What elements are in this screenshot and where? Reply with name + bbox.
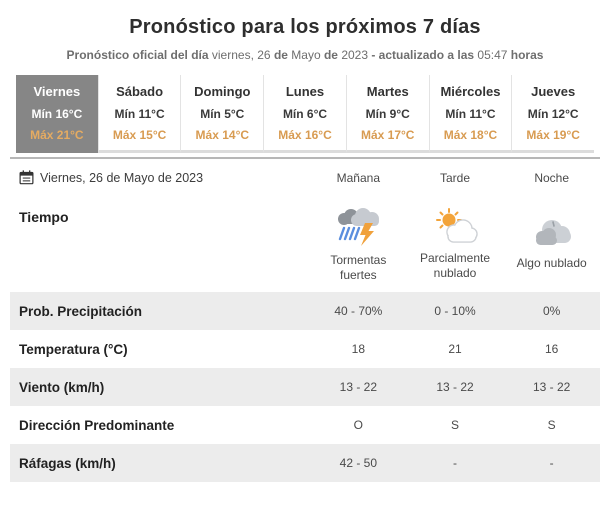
day-tab-sabado[interactable]: Sábado Mín 11°C Máx 15°C <box>97 75 181 153</box>
day-tab-label: Domingo <box>194 84 251 99</box>
weather-caption: Parcialmente nublado <box>419 250 491 280</box>
subtitle-segment: - actualizado a las <box>371 48 478 62</box>
column-header-manana: Mañana <box>336 170 381 185</box>
table-row-temperature: Temperatura (°C) 18 21 16 <box>10 330 600 368</box>
day-tab-lunes[interactable]: Lunes Mín 6°C Máx 16°C <box>263 75 346 153</box>
sun-cloud-icon <box>432 207 478 246</box>
row-value: 0% <box>543 304 561 318</box>
day-tab-min-temp: Mín 16°C <box>31 107 83 121</box>
subtitle-segment: Pronóstico oficial del día <box>66 48 212 62</box>
day-tab-min-temp: Mín 12°C <box>527 107 579 121</box>
row-value: - <box>549 456 554 470</box>
weather-cell-tarde: Parcialmente nublado <box>407 196 504 292</box>
subtitle-segment: Mayo <box>291 48 324 62</box>
subtitle-segment: horas <box>510 48 544 62</box>
day-tab-max-temp: Máx 18°C <box>443 128 498 142</box>
weather-cell-noche: Algo nublado <box>503 196 600 292</box>
table-row-wind: Viento (km/h) 13 - 22 13 - 22 13 - 22 <box>10 368 600 406</box>
day-tab-min-temp: Mín 5°C <box>200 107 245 121</box>
calendar-icon <box>19 170 34 185</box>
subtitle-segment: de <box>273 48 292 62</box>
row-value: 13 - 22 <box>533 380 571 394</box>
day-tab-max-temp: Máx 19°C <box>526 128 580 142</box>
weather-caption: Tormentas fuertes <box>330 252 387 282</box>
row-value: O <box>353 418 363 432</box>
day-tab-label: Lunes <box>285 84 325 99</box>
day-tab-viernes[interactable]: Viernes Mín 16°C Máx 21°C <box>16 75 98 153</box>
row-value: 21 <box>448 342 462 356</box>
row-value: S <box>547 418 556 432</box>
day-tab-domingo[interactable]: Domingo Mín 5°C Máx 14°C <box>180 75 264 153</box>
day-tab-martes[interactable]: Martes Mín 9°C Máx 17°C <box>345 75 429 153</box>
day-tab-min-temp: Mín 9°C <box>365 107 410 121</box>
forecast-header-row: Viernes, 26 de Mayo de 2023 Mañana Tarde… <box>10 159 600 196</box>
row-value: 18 <box>351 342 366 356</box>
row-label: Prob. Precipitación <box>19 303 143 319</box>
row-value: 0 - 10% <box>434 304 476 318</box>
table-row-direction: Dirección Predominante O S S <box>10 406 600 444</box>
day-tabs: Viernes Mín 16°C Máx 21°C Sábado Mín 11°… <box>16 75 595 153</box>
tabs-divider <box>10 157 600 159</box>
row-value: 42 - 50 <box>339 456 378 470</box>
day-tab-min-temp: Mín 11°C <box>114 107 165 121</box>
table-row-gusts: Ráfagas (km/h) 42 - 50 - - <box>10 444 600 482</box>
page-title: Pronóstico para los próximos 7 días <box>129 16 481 38</box>
day-tab-miercoles[interactable]: Miércoles Mín 11°C Máx 18°C <box>428 75 512 153</box>
row-label: Viento (km/h) <box>19 379 105 395</box>
row-value: 13 - 22 <box>339 380 378 394</box>
row-value: 40 - 70% <box>334 304 383 318</box>
subtitle-segment: viernes, 26 <box>211 48 274 62</box>
forecast-table: Viernes, 26 de Mayo de 2023 Mañana Tarde… <box>10 159 600 482</box>
day-tab-max-temp: Máx 17°C <box>360 128 415 142</box>
day-tab-label: Viernes <box>33 84 81 99</box>
weather-row: Tiempo <box>10 196 600 292</box>
weather-row-label: Tiempo <box>19 209 69 225</box>
day-tab-jueves[interactable]: Jueves Mín 12°C Máx 19°C <box>511 75 595 153</box>
day-tab-label: Sábado <box>116 84 164 99</box>
row-label: Ráfagas (km/h) <box>19 455 116 471</box>
column-header-tarde: Tarde <box>439 170 471 185</box>
weather-caption: Algo nublado <box>516 256 587 270</box>
day-tab-label: Miércoles <box>440 84 501 99</box>
day-tab-max-temp: Máx 14°C <box>195 128 250 142</box>
day-tab-label: Martes <box>366 84 409 99</box>
row-label: Temperatura (°C) <box>19 341 128 357</box>
subtitle-segment: 2023 <box>341 48 372 62</box>
row-value: - <box>453 456 457 470</box>
day-tab-max-temp: Máx 16°C <box>278 128 332 142</box>
row-value: 16 <box>545 342 559 356</box>
day-tab-min-temp: Mín 11°C <box>445 107 496 121</box>
subtitle-segment: de <box>323 48 342 62</box>
day-tab-min-temp: Mín 6°C <box>282 107 328 121</box>
table-row-precipitation: Prob. Precipitación 40 - 70% 0 - 10% 0% <box>10 292 600 330</box>
forecast-subtitle: Pronóstico oficial del día viernes, 26 d… <box>0 48 610 62</box>
selected-date: Viernes, 26 de Mayo de 2023 <box>19 170 310 185</box>
weather-cell-manana: Tormentas fuertes <box>310 196 407 292</box>
clouds-icon <box>530 217 574 251</box>
day-tab-max-temp: Máx 21°C <box>30 128 84 142</box>
row-value: 13 - 22 <box>436 380 474 394</box>
column-header-noche: Noche <box>534 170 570 185</box>
day-tab-max-temp: Máx 15°C <box>112 128 167 142</box>
storm-icon <box>334 206 382 248</box>
selected-date-text: Viernes, 26 de Mayo de 2023 <box>40 170 204 185</box>
row-value: S <box>451 418 460 432</box>
subtitle-segment: 05:47 <box>477 48 511 62</box>
day-tab-label: Jueves <box>531 84 576 99</box>
row-label: Dirección Predominante <box>19 417 175 433</box>
